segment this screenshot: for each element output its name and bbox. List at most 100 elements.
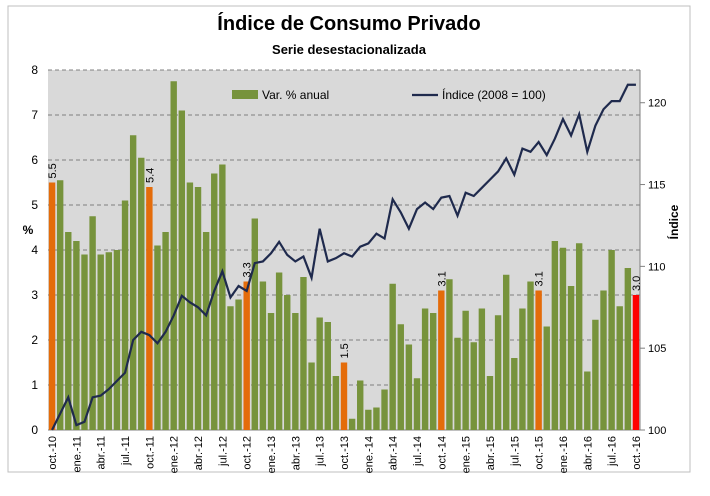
bar <box>178 110 186 430</box>
data-label: 3.0 <box>631 276 643 291</box>
bar <box>219 164 226 430</box>
bar <box>567 286 575 430</box>
bar <box>105 252 113 430</box>
x-tick-label: jul.-12 <box>217 436 229 467</box>
x-tick-label: jul.-14 <box>412 436 424 467</box>
x-tick-label: abr.-14 <box>388 436 400 470</box>
bar <box>365 409 372 430</box>
x-tick-label: oct.-15 <box>534 436 546 470</box>
bar <box>413 378 421 430</box>
x-tick-label: oct.-12 <box>242 436 254 470</box>
bar <box>211 173 218 430</box>
y2-tick-label: 100 <box>648 425 666 437</box>
bar <box>259 281 267 430</box>
bar <box>308 362 315 430</box>
bar <box>292 313 299 430</box>
data-label: 5.4 <box>144 168 156 183</box>
bar <box>511 358 518 430</box>
bar <box>129 135 137 430</box>
x-tick-label: ene.-14 <box>363 436 375 473</box>
data-label: 1.5 <box>339 343 351 358</box>
x-tick-label: abr.-11 <box>96 436 108 469</box>
bar <box>138 157 145 430</box>
y-tick-label: 3 <box>31 288 38 302</box>
bar <box>430 313 437 430</box>
bar <box>56 180 64 430</box>
x-tick-label: ene.-12 <box>169 436 181 473</box>
bar <box>89 216 96 430</box>
data-label: 3.1 <box>436 271 448 286</box>
y-tick-label: 4 <box>31 243 38 257</box>
x-tick-label: abr.-15 <box>485 436 497 470</box>
x-tick-label: ene.-11 <box>71 436 83 473</box>
bar <box>373 407 380 430</box>
y2-axis-label: Índice <box>666 204 681 239</box>
y2-tick-label: 120 <box>648 98 666 110</box>
y2-tick-label: 110 <box>648 261 666 273</box>
bar <box>575 243 583 430</box>
bar <box>608 250 615 430</box>
x-tick-label: oct.-11 <box>144 436 156 469</box>
x-tick-label: abr.-16 <box>582 436 594 470</box>
bar <box>616 306 623 430</box>
chart-subtitle: Serie desestacionalizada <box>272 42 427 57</box>
bar <box>65 232 72 430</box>
bar <box>332 376 340 430</box>
bar <box>267 313 275 430</box>
bar <box>624 268 632 430</box>
y-tick-label: 0 <box>31 423 38 437</box>
bar <box>559 247 567 430</box>
legend-swatch <box>232 90 258 99</box>
bar <box>470 342 477 430</box>
x-tick-label: oct.-16 <box>631 436 643 470</box>
index-line <box>51 83 636 431</box>
x-tick-label: jul.-15 <box>509 436 521 467</box>
x-tick-label: abr.-13 <box>290 436 302 470</box>
bar <box>275 272 283 430</box>
bar <box>348 418 356 430</box>
x-tick-label: oct.-13 <box>339 436 351 470</box>
data-label: 3.1 <box>534 271 546 286</box>
bar <box>551 241 559 430</box>
y-tick-label: 1 <box>31 378 38 392</box>
bar <box>519 308 526 430</box>
bar <box>73 241 80 430</box>
x-tick-label: oct.-14 <box>436 436 448 470</box>
chart-title: Índice de Consumo Privado <box>217 12 480 35</box>
bar <box>48 182 56 430</box>
bar <box>227 306 234 430</box>
bar <box>316 317 323 430</box>
bar <box>300 277 307 430</box>
bar <box>486 376 494 430</box>
bar <box>340 362 348 430</box>
bar <box>389 283 396 430</box>
bar <box>170 81 177 430</box>
y2-tick-label: 115 <box>648 180 666 192</box>
bar <box>535 290 542 430</box>
x-tick-label: ene.-16 <box>558 436 570 473</box>
bar <box>235 299 242 430</box>
bar <box>502 274 510 430</box>
legend-label: Índice (2008 = 100) <box>442 87 546 102</box>
x-tick-label: abr.-12 <box>193 436 205 470</box>
y-axis-label: % <box>23 223 34 237</box>
bar <box>121 200 129 430</box>
bar <box>421 308 429 430</box>
bar <box>186 182 194 430</box>
bar <box>154 245 161 430</box>
bar <box>243 281 250 430</box>
bar <box>446 279 453 430</box>
bar <box>251 218 258 430</box>
x-tick-label: ene.-13 <box>266 436 278 473</box>
x-tick-label: jul.-11 <box>120 436 132 466</box>
bar <box>543 326 550 430</box>
y-tick-label: 6 <box>31 153 38 167</box>
y-tick-label: 2 <box>31 333 38 347</box>
bar <box>454 337 461 430</box>
bar <box>113 250 121 430</box>
y-tick-label: 5 <box>31 198 38 212</box>
bar <box>494 315 502 430</box>
bar <box>381 389 388 430</box>
data-label: 5.5 <box>47 163 59 178</box>
